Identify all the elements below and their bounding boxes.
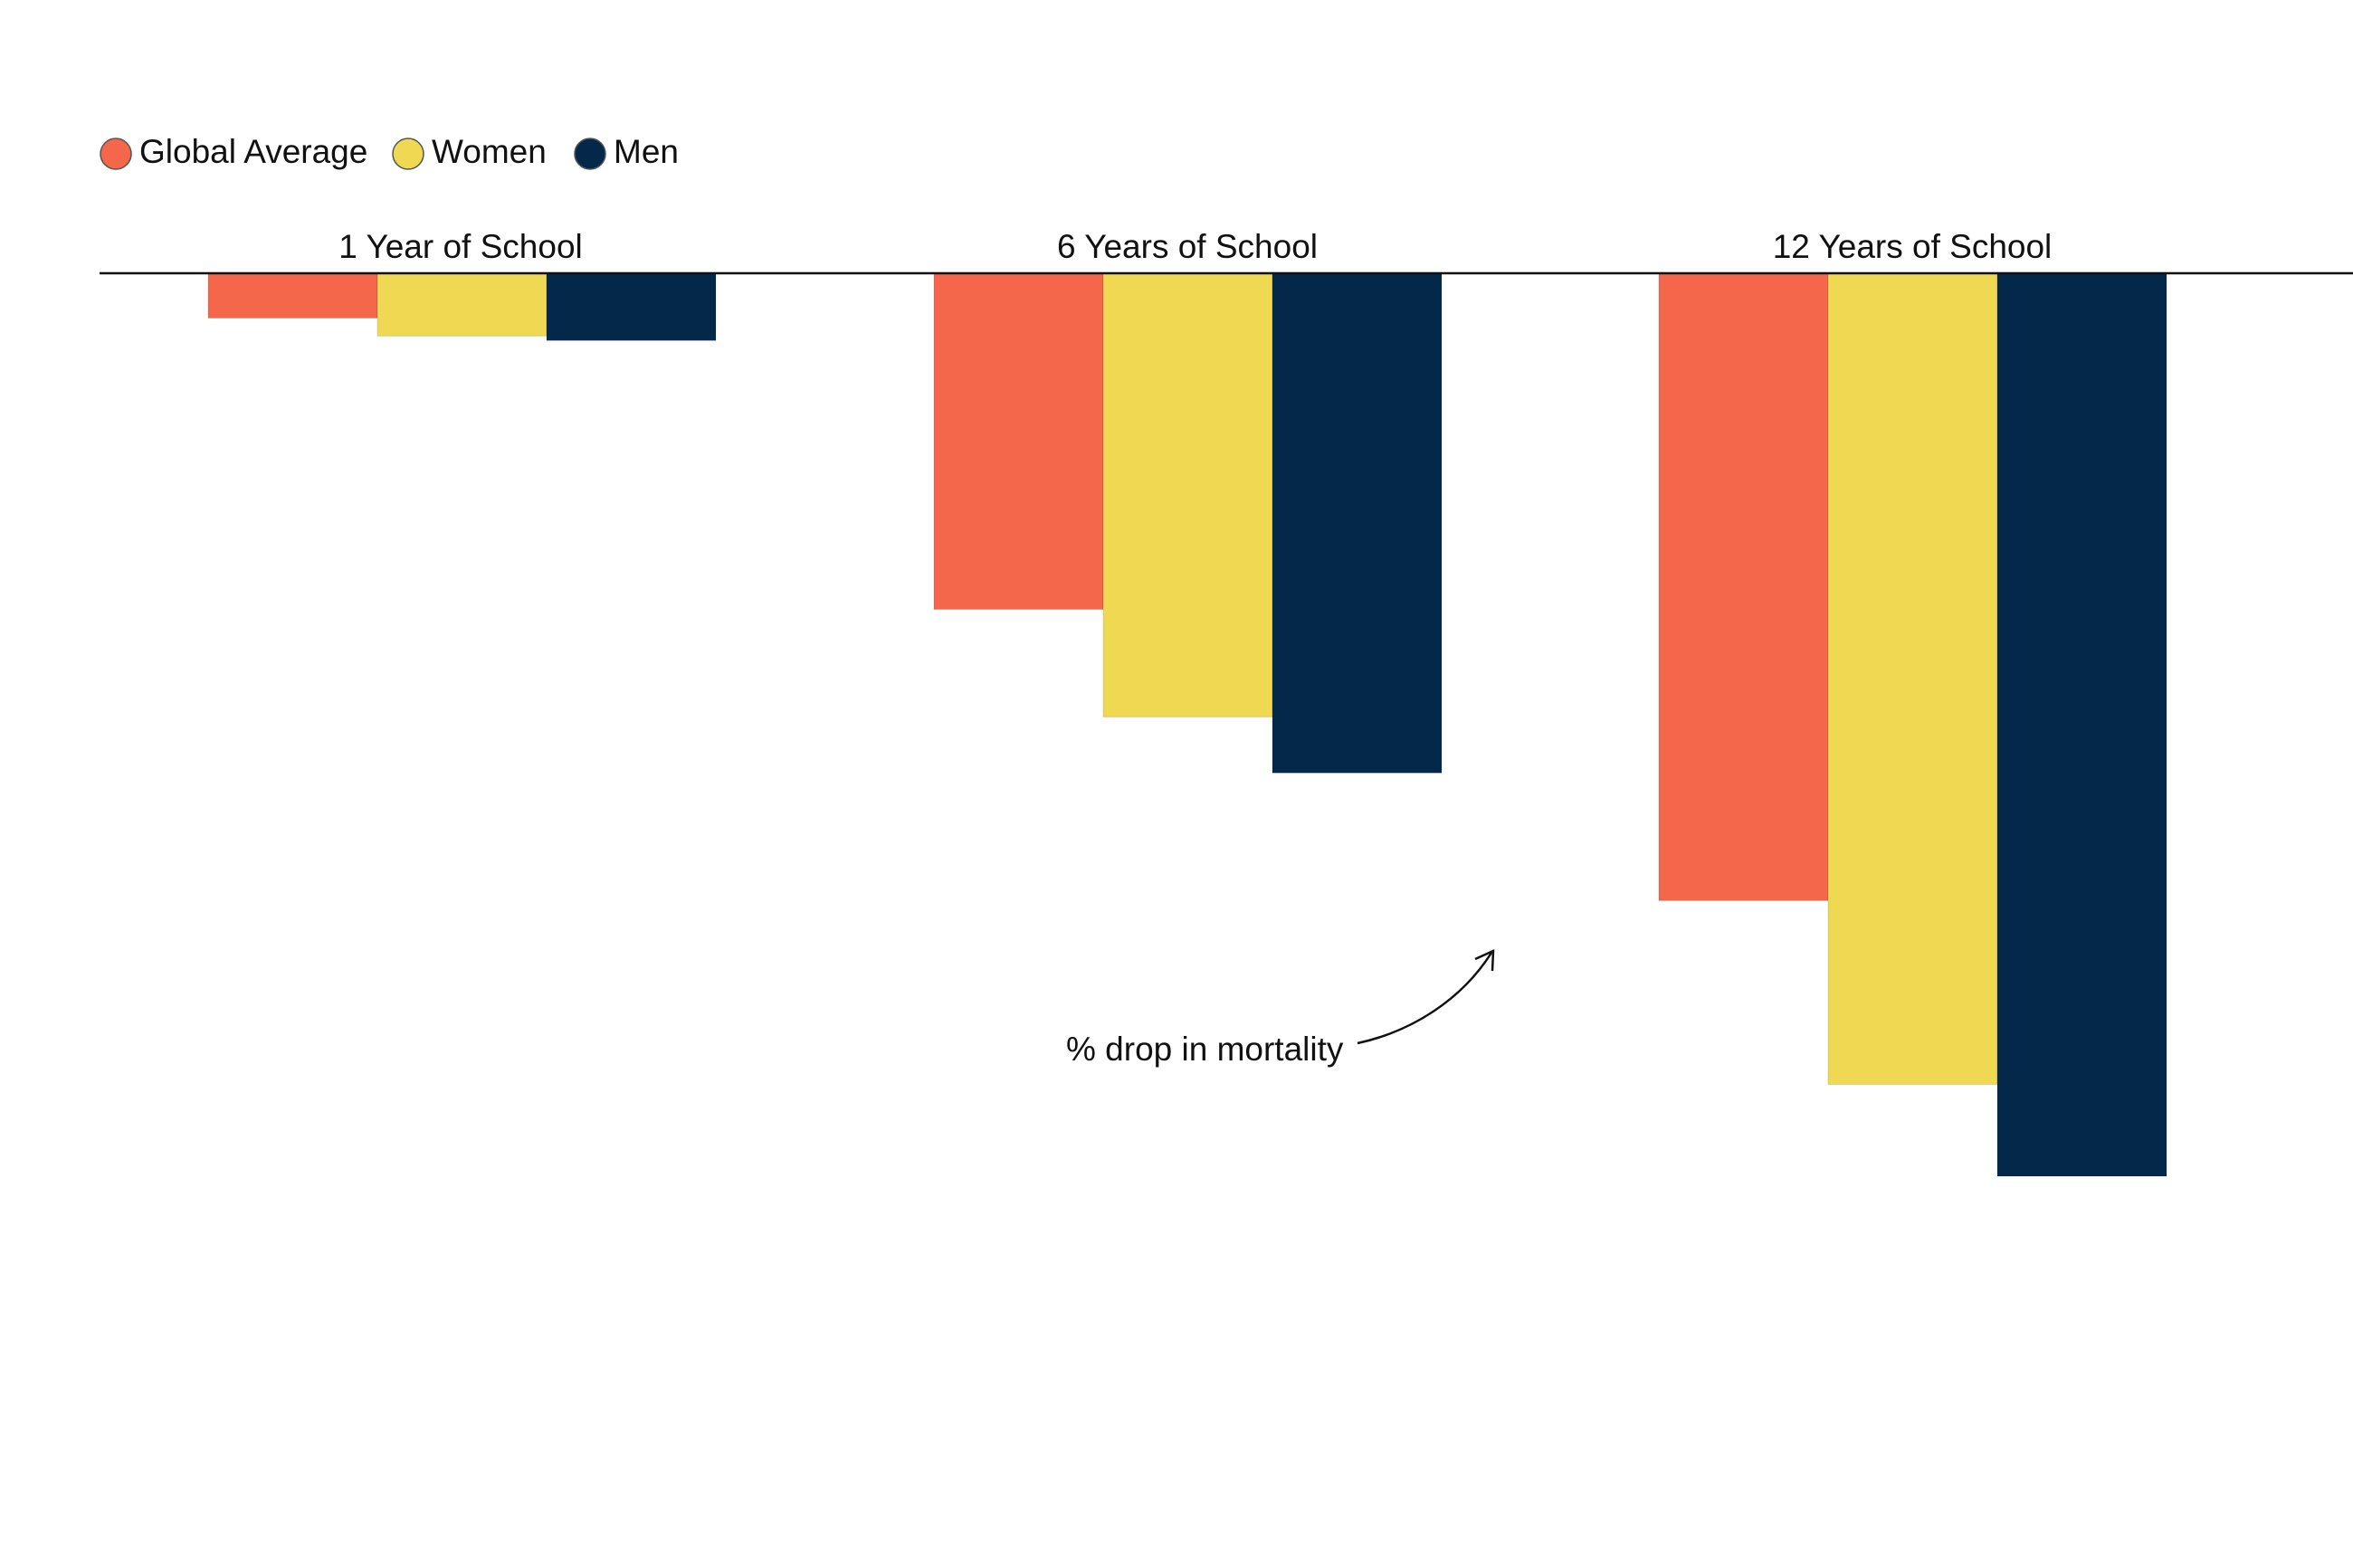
- annotation-arrow: [1357, 952, 1493, 1045]
- legend-label-global-average: Global Average: [139, 133, 367, 170]
- bar-men-1-year-of-school: [546, 272, 717, 341]
- bar-global-average-1-year-of-school: [207, 272, 378, 319]
- legend-swatch-global-average: [100, 138, 132, 170]
- annotation-arrowhead: [1474, 949, 1495, 972]
- legend-swatch-men: [574, 138, 606, 170]
- category-label-12-years: 12 Years of School: [1773, 228, 2053, 265]
- legend-item-women: Women: [392, 133, 547, 170]
- bar-women-6-years-of-school: [1102, 272, 1273, 717]
- annotation-label: % drop in mortality: [1066, 1031, 1344, 1068]
- legend-label-men: Men: [614, 133, 679, 170]
- category-label-1-year: 1 Year of School: [338, 228, 583, 265]
- category-label-6-years: 6 Years of School: [1057, 228, 1318, 265]
- bar-women-1-year-of-school: [376, 272, 548, 337]
- legend-label-women: Women: [432, 133, 547, 170]
- category-labels: 1 Year of School 6 Years of School 12 Ye…: [338, 228, 2052, 265]
- bar-men-12-years-of-school: [1996, 272, 2167, 1177]
- bar-women-12-years-of-school: [1827, 272, 1998, 1085]
- legend-swatch-women: [392, 138, 424, 170]
- bars: [207, 272, 2167, 1177]
- annotation: % drop in mortality: [1066, 949, 1495, 1068]
- legend-item-men: Men: [574, 133, 679, 170]
- bar-men-6-years-of-school: [1272, 272, 1443, 774]
- legend: Global Average Women Men: [100, 133, 679, 170]
- legend-item-global-average: Global Average: [100, 133, 367, 170]
- bar-global-average-6-years-of-school: [933, 272, 1104, 610]
- bar-global-average-12-years-of-school: [1658, 272, 1829, 901]
